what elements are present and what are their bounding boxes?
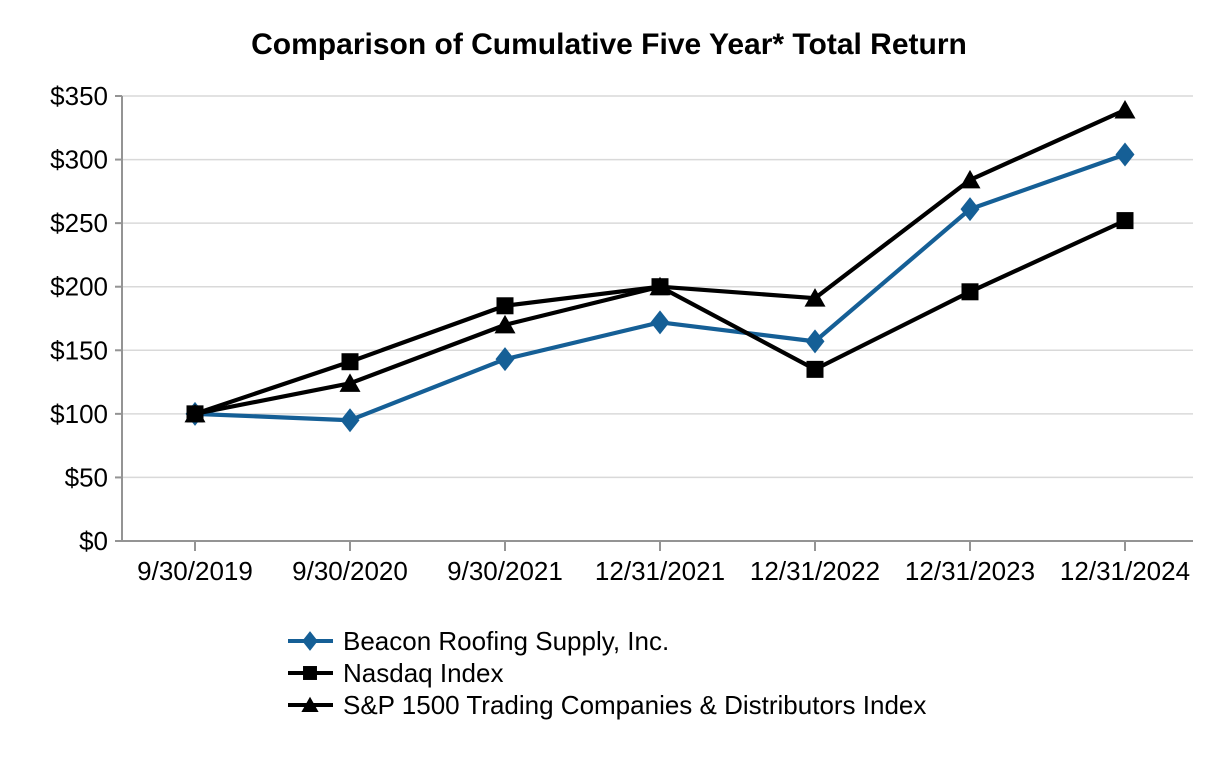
chart-title: Comparison of Cumulative Five Year* Tota… bbox=[251, 28, 967, 61]
diamond-marker-icon bbox=[287, 629, 335, 653]
diamond-marker-icon bbox=[960, 197, 980, 222]
line-chart: Comparison of Cumulative Five Year* Tota… bbox=[50, 28, 1193, 586]
y-axis-label: $350 bbox=[50, 81, 108, 111]
diamond-marker-icon bbox=[805, 329, 825, 354]
legend-item-nasdaq: Nasdaq Index bbox=[287, 657, 926, 688]
triangle-marker-icon bbox=[494, 314, 516, 334]
square-marker-icon bbox=[186, 405, 204, 423]
legend-item-sp1500: S&P 1500 Trading Companies & Distributor… bbox=[287, 689, 926, 720]
x-axis-label: 9/30/2019 bbox=[137, 556, 253, 586]
square-marker-icon bbox=[496, 297, 514, 315]
x-axis-label: 9/30/2020 bbox=[292, 556, 408, 586]
triangle-marker-icon bbox=[287, 693, 335, 717]
square-marker-icon bbox=[303, 665, 317, 680]
triangle-marker-icon bbox=[959, 169, 981, 189]
legend-label: Nasdaq Index bbox=[343, 657, 504, 688]
diamond-marker-icon bbox=[495, 347, 515, 372]
series-square bbox=[186, 212, 1134, 423]
series-plot bbox=[184, 99, 1136, 433]
square-marker-icon bbox=[806, 360, 824, 378]
diamond-marker-icon bbox=[302, 630, 318, 651]
y-axis-label: $50 bbox=[65, 462, 108, 492]
x-axis-label: 9/30/2021 bbox=[447, 556, 563, 586]
square-marker-icon bbox=[961, 283, 979, 301]
y-axis-label: $100 bbox=[50, 399, 108, 429]
y-axis-label: $0 bbox=[79, 526, 108, 556]
triangle-marker-icon bbox=[1114, 99, 1136, 119]
triangle-marker-icon bbox=[339, 373, 361, 392]
square-marker-icon bbox=[1116, 212, 1134, 230]
x-axis-label: 12/31/2024 bbox=[1060, 556, 1190, 586]
x-axis-labels: 9/30/2019 9/30/2020 9/30/2021 12/31/2021 12/… bbox=[137, 556, 1190, 586]
diamond-marker-icon bbox=[650, 310, 670, 335]
legend-item-beacon: Beacon Roofing Supply, Inc. bbox=[287, 625, 926, 656]
legend: Beacon Roofing Supply, Inc. Nasdaq Index… bbox=[287, 625, 926, 720]
y-axis-label: $300 bbox=[50, 145, 108, 175]
triangle-marker-icon bbox=[301, 696, 319, 712]
y-axis-label: $200 bbox=[50, 272, 108, 302]
diamond-marker-icon bbox=[340, 408, 360, 433]
triangle-marker-icon bbox=[804, 288, 826, 307]
y-axis-labels: $0 $50 $100 $150 $200 $250 $300 $350 bbox=[50, 81, 108, 556]
x-axis-label: 12/31/2023 bbox=[905, 556, 1035, 586]
gridlines bbox=[122, 95, 1193, 479]
legend-label: S&P 1500 Trading Companies & Distributor… bbox=[343, 689, 927, 720]
square-marker-icon bbox=[651, 278, 669, 296]
square-marker-icon bbox=[287, 661, 335, 685]
y-axis-label: $150 bbox=[50, 335, 108, 365]
diamond-marker-icon bbox=[1115, 142, 1135, 167]
x-axis-label: 12/31/2021 bbox=[595, 556, 725, 586]
axes bbox=[115, 95, 1193, 551]
x-axis-label: 12/31/2022 bbox=[750, 556, 880, 586]
series-triangle bbox=[184, 99, 1136, 423]
y-axis-label: $250 bbox=[50, 208, 108, 238]
legend-label: Beacon Roofing Supply, Inc. bbox=[343, 625, 670, 656]
square-marker-icon bbox=[341, 353, 359, 371]
